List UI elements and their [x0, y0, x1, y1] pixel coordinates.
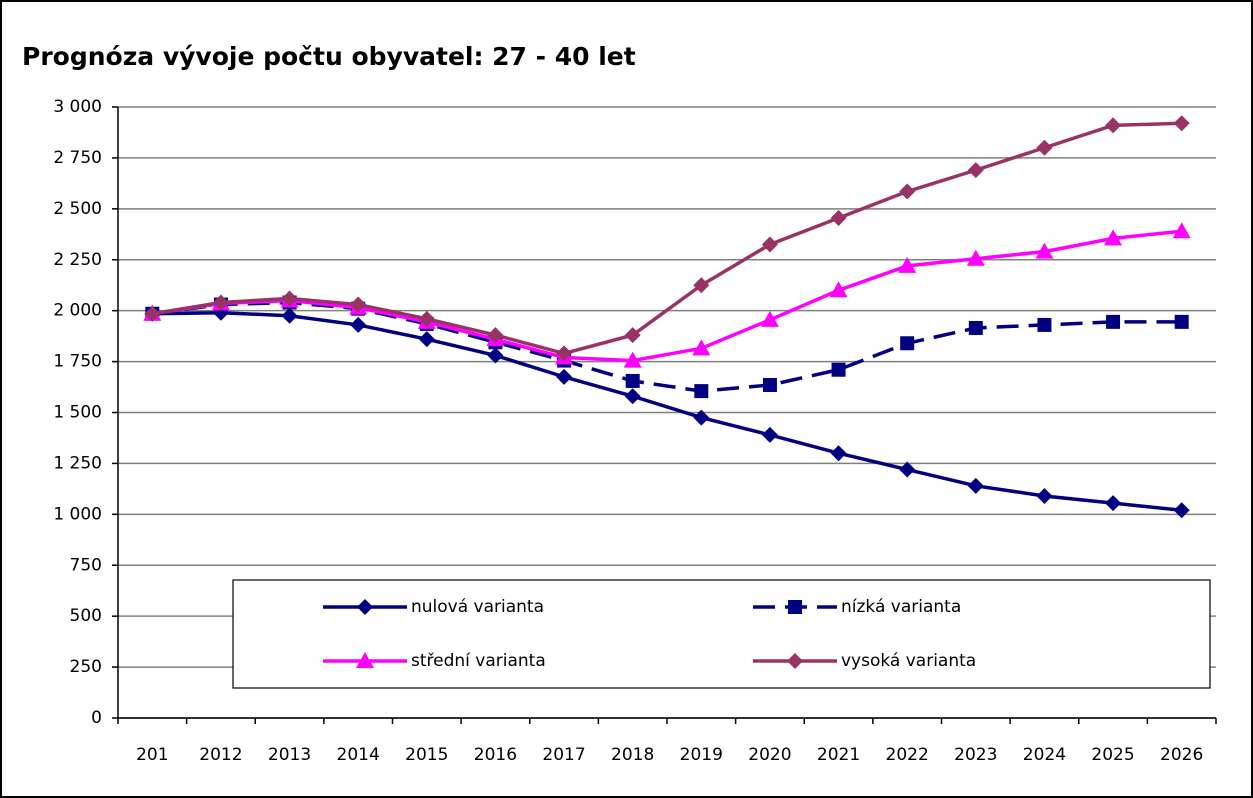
series-line: [152, 229, 1182, 363]
data-point: [693, 409, 710, 426]
data-point: [967, 162, 984, 179]
data-point: [898, 256, 917, 273]
x-tick-label: 2023: [954, 745, 997, 765]
series-line: [152, 121, 1182, 356]
data-point: [762, 378, 777, 393]
data-point: [487, 347, 504, 364]
data-point: [967, 477, 984, 494]
x-tick-label: 2020: [748, 745, 791, 765]
x-tick-label: 201: [136, 745, 168, 765]
data-point: [418, 331, 435, 348]
legend-label: nulová varianta: [411, 597, 544, 617]
y-tick-label: 500: [70, 606, 102, 626]
y-tick-label: 750: [70, 555, 102, 575]
data-point: [692, 339, 711, 356]
data-point: [1037, 317, 1052, 332]
data-point: [831, 362, 846, 377]
data-point: [760, 310, 779, 327]
y-tick-label: 2 250: [53, 250, 102, 270]
data-point: [350, 316, 367, 333]
x-tick-label: 2016: [474, 745, 517, 765]
x-tick-label: 2018: [611, 745, 654, 765]
x-tick-label: 2022: [886, 745, 929, 765]
data-point: [487, 327, 504, 344]
y-tick-label: 250: [70, 657, 102, 677]
x-tick-label: 2021: [817, 745, 860, 765]
data-point: [144, 305, 161, 322]
legend-marker: [788, 600, 802, 614]
x-tick-label: 2012: [199, 745, 242, 765]
data-point: [625, 373, 640, 388]
data-point: [1173, 115, 1190, 132]
x-tick-label: 2026: [1160, 745, 1203, 765]
data-point: [899, 183, 916, 200]
y-tick-label: 1 250: [53, 453, 102, 473]
data-point: [900, 336, 915, 351]
data-point: [1173, 502, 1190, 519]
data-point: [966, 249, 985, 266]
legend-marker: [787, 653, 803, 669]
data-point: [281, 307, 298, 324]
y-tick-label: 0: [91, 708, 102, 728]
legend-label: nízká varianta: [841, 597, 961, 617]
data-point: [556, 368, 573, 385]
x-tick-label: 2019: [680, 745, 723, 765]
data-point: [693, 277, 710, 294]
data-point: [1035, 242, 1054, 259]
y-tick-label: 2 750: [53, 148, 102, 168]
data-point: [212, 294, 229, 311]
data-point: [1036, 488, 1053, 505]
x-tick-label: 2015: [405, 745, 448, 765]
data-point: [830, 209, 847, 226]
legend-box: [232, 579, 1211, 689]
data-point: [761, 236, 778, 253]
y-tick-label: 2 500: [53, 199, 102, 219]
x-tick-label: 2025: [1091, 745, 1134, 765]
data-point: [694, 384, 709, 399]
data-point: [899, 461, 916, 478]
data-point: [830, 445, 847, 462]
legend-label: vysoká varianta: [841, 651, 976, 671]
data-point: [1172, 222, 1191, 239]
data-point: [556, 345, 573, 362]
data-point: [1104, 229, 1123, 246]
y-tick-label: 1 500: [53, 403, 102, 423]
data-point: [829, 281, 848, 298]
y-tick-label: 1 000: [53, 504, 102, 524]
data-point: [350, 296, 367, 313]
y-tick-label: 3 000: [53, 97, 102, 117]
legend-marker: [356, 652, 374, 668]
x-tick-label: 2024: [1023, 745, 1066, 765]
x-tick-label: 2014: [337, 745, 380, 765]
data-point: [1174, 314, 1189, 329]
legend-marker: [357, 599, 373, 615]
x-tick-label: 2017: [542, 745, 585, 765]
chart-title: Prognóza vývoje počtu obyvatel: 27 - 40 …: [22, 42, 636, 71]
data-point: [624, 388, 641, 405]
data-point: [623, 351, 642, 368]
series-line: [152, 310, 1182, 513]
data-point: [1106, 314, 1121, 329]
legend-label: střední varianta: [411, 651, 546, 671]
data-point: [968, 320, 983, 335]
y-tick-label: 2 000: [53, 301, 102, 321]
data-point: [1036, 139, 1053, 156]
y-tick-label: 1 750: [53, 352, 102, 372]
data-point: [624, 327, 641, 344]
data-point: [761, 426, 778, 443]
x-tick-label: 2013: [268, 745, 311, 765]
data-point: [1105, 495, 1122, 512]
data-point: [281, 290, 298, 307]
data-point: [418, 310, 435, 327]
data-point: [1105, 117, 1122, 134]
